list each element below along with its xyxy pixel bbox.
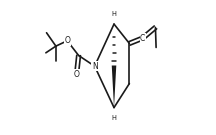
Text: H: H — [112, 11, 116, 17]
Text: H: H — [112, 115, 116, 121]
Text: N: N — [92, 62, 97, 71]
Text: C: C — [140, 34, 145, 43]
Polygon shape — [112, 65, 116, 108]
Text: O: O — [64, 36, 70, 45]
Text: O: O — [74, 70, 79, 79]
